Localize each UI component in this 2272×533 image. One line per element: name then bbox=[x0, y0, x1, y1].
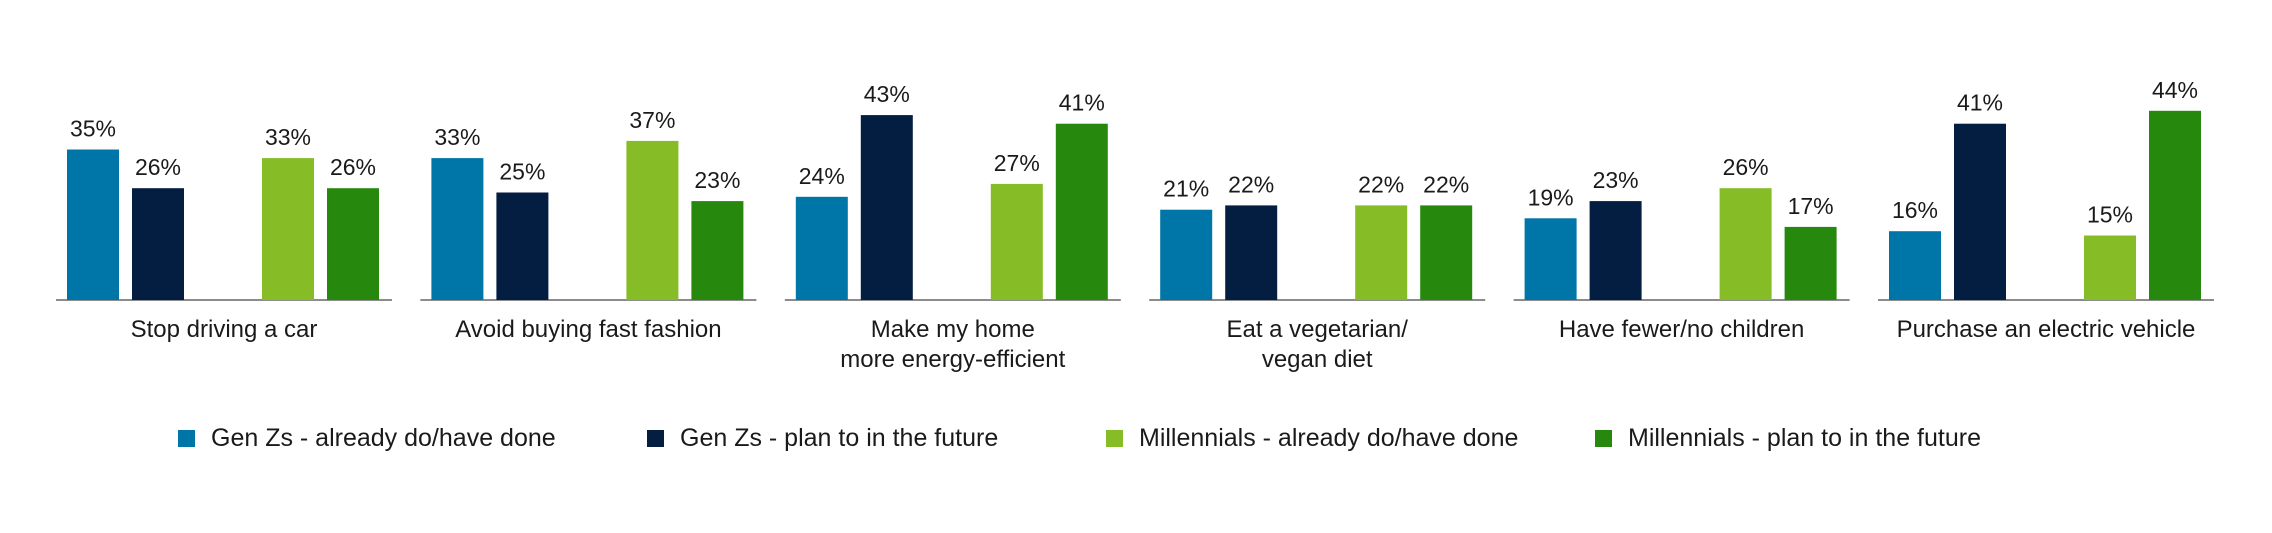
legend-swatch bbox=[1595, 430, 1612, 447]
legend-label: Millennials - plan to in the future bbox=[1628, 424, 1981, 452]
data-label: 43% bbox=[864, 81, 910, 107]
data-label: 41% bbox=[1059, 90, 1105, 116]
bar bbox=[1589, 201, 1642, 300]
bar bbox=[262, 158, 314, 300]
bar bbox=[1954, 123, 2006, 300]
data-label: 22% bbox=[1358, 171, 1404, 197]
data-label: 23% bbox=[1593, 167, 1639, 193]
bar bbox=[860, 115, 913, 300]
bar bbox=[2149, 110, 2201, 300]
data-label: 22% bbox=[1228, 171, 1274, 197]
data-label: 22% bbox=[1423, 171, 1469, 197]
data-label: 19% bbox=[1528, 184, 1574, 210]
legend-label: Gen Zs - already do/have done bbox=[211, 424, 556, 452]
bar bbox=[2084, 235, 2136, 300]
data-label: 25% bbox=[499, 159, 545, 185]
data-label: 35% bbox=[70, 116, 116, 142]
data-label: 37% bbox=[629, 107, 675, 133]
category-label: more energy-efficient bbox=[840, 346, 1065, 373]
bar bbox=[1420, 205, 1473, 300]
bar bbox=[1160, 209, 1213, 300]
data-label: 21% bbox=[1163, 176, 1209, 202]
category-label: Eat a vegetarian/ bbox=[1226, 316, 1408, 343]
bar bbox=[1355, 205, 1408, 300]
category-label: Avoid buying fast fashion bbox=[455, 316, 721, 343]
data-label: 17% bbox=[1788, 193, 1834, 219]
category-label: Make my home bbox=[871, 316, 1035, 343]
legend-label: Millennials - already do/have done bbox=[1139, 424, 1519, 452]
data-label: 27% bbox=[994, 150, 1040, 176]
bar bbox=[67, 149, 119, 300]
data-label: 26% bbox=[135, 154, 181, 180]
legend-swatch bbox=[1106, 430, 1123, 447]
legend-item-millennials-already: Millennials - already do/have done bbox=[1106, 424, 1518, 453]
bar bbox=[626, 140, 679, 300]
data-label: 33% bbox=[434, 124, 480, 150]
bar bbox=[1784, 226, 1837, 300]
bar bbox=[1225, 205, 1278, 300]
bar bbox=[795, 196, 848, 300]
bar bbox=[327, 188, 379, 300]
legend-swatch bbox=[178, 430, 195, 447]
data-label: 41% bbox=[1957, 90, 2003, 116]
category-label: Have fewer/no children bbox=[1559, 316, 1804, 343]
bar bbox=[1055, 123, 1108, 300]
legend-swatch bbox=[647, 430, 664, 447]
bar bbox=[990, 183, 1043, 300]
data-label: 44% bbox=[2152, 77, 2198, 103]
chart-legend: Gen Zs - already do/have done Gen Zs - p… bbox=[0, 410, 2272, 470]
category-label: Purchase an electric vehicle bbox=[1897, 316, 2196, 343]
bar bbox=[1889, 231, 1941, 300]
data-label: 24% bbox=[799, 163, 845, 189]
bar bbox=[1719, 188, 1772, 300]
bar bbox=[691, 201, 744, 300]
category-label: vegan diet bbox=[1262, 346, 1373, 373]
data-label: 16% bbox=[1892, 197, 1938, 223]
data-label: 15% bbox=[2087, 202, 2133, 228]
bar bbox=[1524, 218, 1577, 300]
legend-item-genz-already: Gen Zs - already do/have done bbox=[178, 424, 556, 453]
data-label: 26% bbox=[1723, 154, 1769, 180]
category-label: Stop driving a car bbox=[131, 316, 318, 343]
legend-label: Gen Zs - plan to in the future bbox=[680, 424, 999, 452]
data-label: 26% bbox=[330, 154, 376, 180]
bar bbox=[431, 158, 484, 300]
bar bbox=[496, 192, 549, 300]
data-label: 23% bbox=[694, 167, 740, 193]
legend-item-millennials-plan: Millennials - plan to in the future bbox=[1595, 424, 1981, 453]
data-label: 33% bbox=[265, 124, 311, 150]
legend-item-genz-plan: Gen Zs - plan to in the future bbox=[647, 424, 998, 453]
bar bbox=[132, 188, 184, 300]
